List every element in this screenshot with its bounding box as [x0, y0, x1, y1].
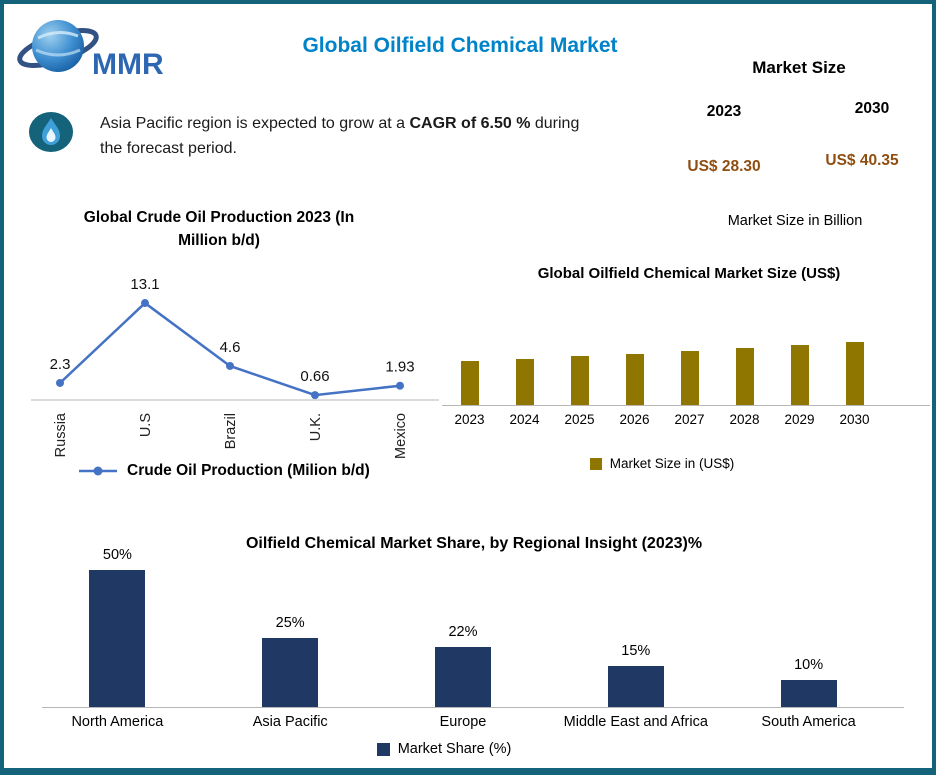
- bar-column-2028: [717, 302, 772, 405]
- bar-column-2030: [827, 302, 882, 405]
- crude-value-label: 1.93: [385, 359, 414, 376]
- crude-point-brazil: [226, 361, 234, 370]
- crude-category-label: Brazil: [223, 413, 239, 449]
- crude-value-label: 0.66: [300, 368, 329, 385]
- bar-column-south-america: 10%: [722, 544, 895, 707]
- crude-point-u-k: [311, 391, 319, 400]
- bar-column-2023: [442, 302, 497, 405]
- note-part: Asia Pacific region is expected to grow …: [100, 115, 410, 132]
- bar-2029: [790, 345, 809, 405]
- market-share-bars: 50% 25% 22% 15% 10%: [31, 544, 895, 707]
- bar-value-label: 50%: [102, 546, 132, 563]
- market-size-year-labels: 2023 2024 2025 2026 2027 2028 2029 2030: [442, 412, 882, 427]
- crude-value-label: 4.6: [220, 339, 241, 356]
- bar-2028: [735, 348, 754, 405]
- bar-value-label: 10%: [794, 656, 824, 673]
- crude-value-label: 2.3: [50, 356, 71, 373]
- note-part: during: [530, 115, 580, 132]
- category-label-asia-pacific: Asia Pacific: [252, 714, 328, 730]
- crude-point-russia: [56, 378, 64, 387]
- bar-column-asia-pacific: 25%: [204, 544, 377, 707]
- bar-column-2025: [552, 302, 607, 405]
- bar-column-2024: [497, 302, 552, 405]
- bar-north-america: [89, 569, 146, 707]
- crude-point-mexico: [396, 381, 404, 390]
- market-size-legend: Market Size in (US$): [442, 456, 882, 471]
- market-size-heading: Market Size: [752, 58, 846, 77]
- market-share-legend-label: Market Share (%): [397, 741, 512, 757]
- market-size-legend-swatch-icon: [589, 457, 602, 470]
- note-part: the forecast period.: [100, 139, 237, 157]
- category-label-2025: 2025: [564, 412, 595, 427]
- bar-column-2027: [662, 302, 717, 405]
- market-share-region-labels: North America Asia Pacific Europe Middle Ea…: [31, 714, 895, 730]
- category-label-2024: 2024: [509, 412, 540, 427]
- market-share-legend-swatch-icon: [376, 742, 390, 756]
- crude-oil-legend-label: Crude Oil Production (Milion b/d): [127, 462, 370, 479]
- category-label-north-america: North America: [71, 714, 164, 730]
- category-label-2029: 2029: [784, 412, 815, 427]
- crude-oil-line-chart: 2.3 Russia 13.1 U.S 4.6 Brazil 0.66 U.K. 1.93 Mex…: [31, 276, 439, 459]
- bar-south-america: [780, 679, 837, 707]
- flame-icon: [28, 110, 74, 159]
- bar-column-middle-east-and-africa: 15%: [549, 544, 722, 707]
- crude-category-label: U.S: [138, 413, 154, 437]
- bar-2024: [515, 358, 534, 405]
- category-label-2028: 2028: [729, 412, 760, 427]
- market-size-billion-note: Market Size in Billion: [727, 213, 863, 229]
- bar-2030: [845, 342, 864, 405]
- market-size-chart-title: Global Oilfield Chemical Market Size (US…: [537, 265, 841, 282]
- bar-column-2029: [772, 302, 827, 405]
- crude-point-u-s: [141, 299, 149, 308]
- market-size-x-axis: [442, 405, 930, 406]
- bar-middle-east-and-africa: [607, 665, 664, 707]
- bar-column-2026: [607, 302, 662, 405]
- globe-logo-icon: MMR: [17, 20, 164, 81]
- category-label-2027: 2027: [674, 412, 705, 427]
- bar-column-europe: 22%: [377, 544, 550, 707]
- bar-value-label: 25%: [275, 615, 305, 632]
- cagr-note: Asia Pacific region is expected to grow …: [100, 112, 660, 162]
- crude-category-label: U.K.: [308, 413, 324, 441]
- category-label-2026: 2026: [619, 412, 650, 427]
- crude-category-label: Mexico: [393, 413, 409, 459]
- category-label-middle-east-and-africa: Middle East and Africa: [563, 714, 708, 730]
- market-size-legend-label: Market Size in (US$): [609, 456, 735, 471]
- bar-2025: [570, 356, 589, 405]
- market-share-legend: Market Share (%): [4, 741, 884, 757]
- bar-value-label: 15%: [621, 642, 651, 659]
- mmr-logo: MMR: [12, 10, 182, 87]
- line-legend-marker-icon: [79, 466, 117, 476]
- market-size-value-2023: US$ 28.30: [687, 158, 761, 175]
- market-size-year-2030: 2030: [854, 100, 890, 117]
- market-share-chart-title: Oilfield Chemical Market Share, by Regio…: [245, 535, 703, 552]
- bar-2027: [680, 350, 699, 405]
- crude-oil-legend: Crude Oil Production (Milion b/d): [78, 462, 370, 480]
- market-size-value-2030: US$ 40.35: [825, 152, 899, 169]
- market-size-year-2023: 2023: [706, 103, 742, 120]
- market-size-bars: [442, 302, 882, 405]
- crude-category-label: Russia: [53, 412, 69, 457]
- bar-value-label: 22%: [448, 623, 478, 640]
- market-share-x-axis: [42, 707, 904, 708]
- category-label-2030: 2030: [839, 412, 870, 427]
- category-label-2023: 2023: [454, 412, 485, 427]
- bar-2026: [625, 353, 644, 405]
- bar-2023: [460, 361, 479, 405]
- page-title: Global Oilfield Chemical Market: [302, 34, 618, 57]
- bar-column-north-america: 50%: [31, 544, 204, 707]
- category-label-europe: Europe: [439, 714, 487, 730]
- bar-europe: [434, 646, 491, 707]
- crude-oil-chart-title: Global Crude Oil Production 2023 (In Mil…: [83, 209, 355, 250]
- crude-value-label: 13.1: [130, 276, 159, 293]
- category-label-south-america: South America: [761, 714, 856, 730]
- note-cagr-bold: CAGR of 6.50 %: [409, 115, 531, 132]
- logo-text: MMR: [92, 48, 164, 81]
- bar-asia-pacific: [262, 638, 319, 707]
